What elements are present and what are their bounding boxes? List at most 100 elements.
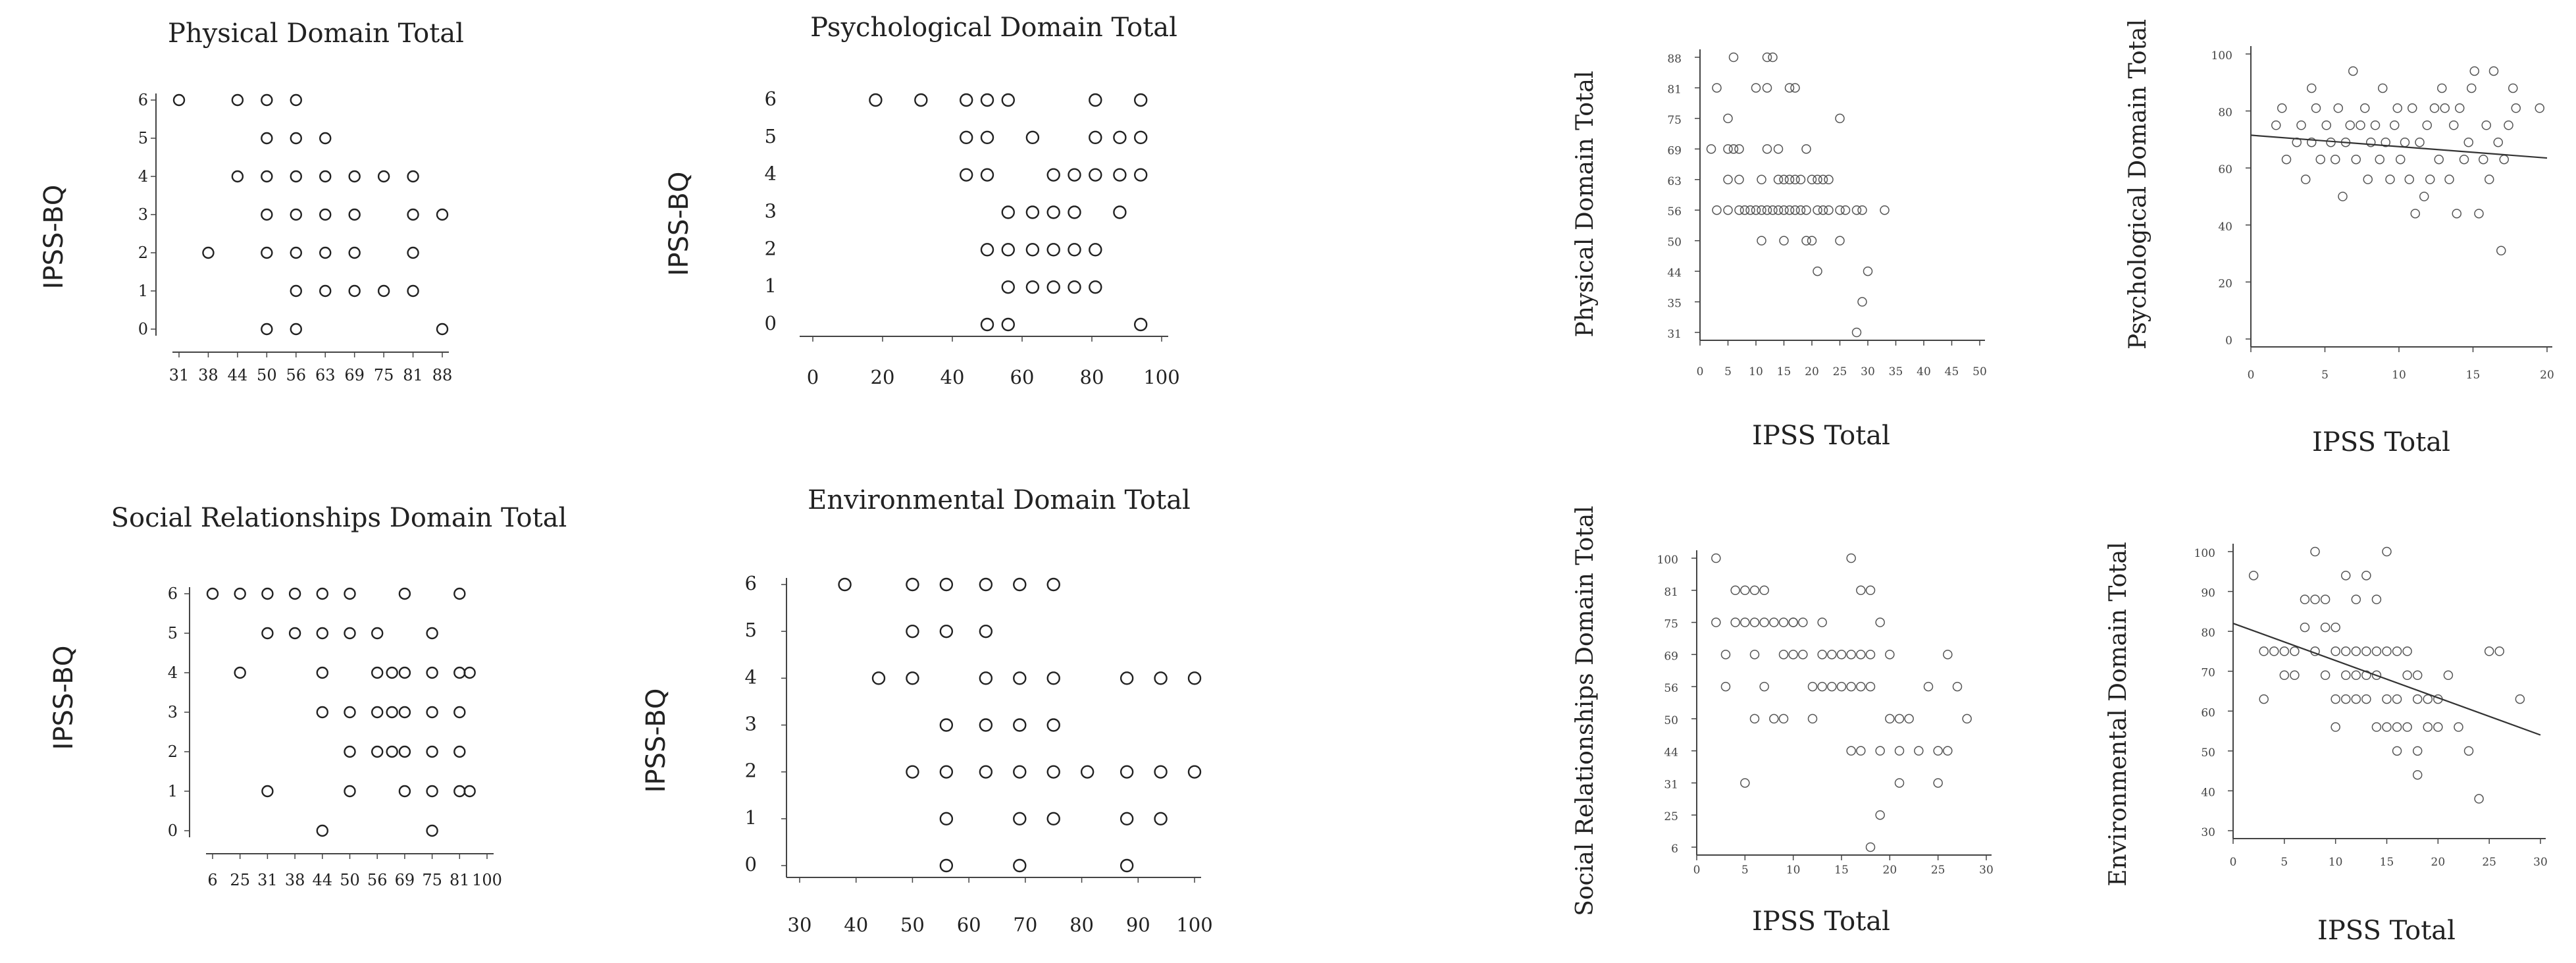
y-tick-label: 50 <box>1667 236 1682 249</box>
data-point <box>2440 103 2450 113</box>
data-point <box>1046 577 1060 592</box>
x-tick-label: 20 <box>1805 365 1819 378</box>
data-point <box>2300 622 2310 633</box>
x-axis-label: IPSS Total <box>2317 916 2456 946</box>
data-point <box>1840 205 1851 215</box>
data-point <box>2340 571 2351 581</box>
data-point <box>1089 168 1102 182</box>
x-tick-label: 10 <box>2392 369 2406 382</box>
data-point <box>261 208 273 221</box>
data-point <box>2360 103 2370 113</box>
data-point <box>2535 103 2544 113</box>
data-point <box>2423 694 2433 704</box>
data-point <box>1001 317 1016 332</box>
data-point <box>377 170 390 183</box>
data-point <box>1154 671 1168 685</box>
y-tick-label: 40 <box>2218 221 2232 234</box>
data-point <box>1894 778 1905 788</box>
data-point <box>1113 168 1127 182</box>
data-point <box>261 132 273 145</box>
y-tick-label: 6 <box>765 88 777 110</box>
data-point <box>1013 858 1027 873</box>
data-point <box>2326 137 2336 147</box>
y-tick-label: 5 <box>745 619 757 641</box>
data-point <box>1749 585 1760 596</box>
y-tick-label: 100 <box>2211 49 2232 63</box>
data-point <box>1798 650 1808 660</box>
data-point <box>2356 120 2365 130</box>
panel-ipss-vs-environmental: Environmental Domain Total IPSS Total 0 5 10… <box>2105 542 2548 946</box>
data-point <box>2396 154 2406 165</box>
data-point <box>1835 113 1845 124</box>
data-point <box>371 666 384 679</box>
x-tick-label: 20 <box>2540 369 2554 382</box>
data-point <box>1894 714 1905 724</box>
panel-social-relationships-domain: Social Relationships Domain Total IPSS-BQ… <box>49 503 567 889</box>
data-point <box>959 130 973 145</box>
x-tick-label: 69 <box>395 871 415 889</box>
data-point <box>1712 205 1722 215</box>
data-point <box>1962 714 1972 724</box>
data-point <box>290 246 302 259</box>
data-point <box>2269 646 2279 656</box>
x-tick-label: 30 <box>788 914 812 936</box>
data-point <box>1113 205 1127 219</box>
data-point <box>1875 617 1885 627</box>
y-tick-label: 3 <box>765 200 777 222</box>
data-point <box>1013 671 1027 685</box>
data-point <box>1933 778 1943 788</box>
data-point <box>386 745 398 758</box>
data-point <box>939 812 954 826</box>
x-tick-label: 25 <box>230 871 250 889</box>
x-tick-label: 44 <box>228 366 248 384</box>
y-tick-label: 70 <box>2201 667 2215 680</box>
y-tick-label: 80 <box>2201 627 2215 640</box>
data-point <box>2307 137 2317 147</box>
data-point <box>234 587 246 600</box>
data-point <box>1865 842 1876 852</box>
data-point <box>1856 585 1866 596</box>
data-point <box>316 627 328 640</box>
data-point <box>1187 765 1202 779</box>
data-point <box>1759 585 1769 596</box>
data-point <box>1773 174 1784 185</box>
data-point <box>2279 646 2290 656</box>
data-point <box>290 284 302 298</box>
data-point <box>1784 83 1795 93</box>
data-point <box>348 208 361 221</box>
data-point <box>2340 670 2351 681</box>
data-point <box>2290 670 2300 681</box>
data-point <box>1846 650 1856 660</box>
x-tick-label: 10 <box>1749 365 1763 378</box>
data-point <box>1046 168 1060 182</box>
data-point <box>1025 280 1040 294</box>
data-point <box>2351 594 2361 604</box>
data-point <box>979 624 993 638</box>
x-tick-label: 100 <box>1143 366 1179 388</box>
data-point <box>939 858 954 873</box>
data-point <box>463 785 476 798</box>
data-point <box>1813 205 1822 215</box>
data-point <box>906 577 919 592</box>
data-point <box>2496 246 2506 256</box>
y-axis-label: IPSS-BQ <box>641 689 671 793</box>
data-point <box>1817 681 1827 692</box>
data-point <box>453 706 466 719</box>
data-point <box>2315 154 2325 165</box>
data-point <box>290 323 302 336</box>
data-point <box>1827 681 1837 692</box>
data-point <box>2382 722 2392 732</box>
data-point <box>1790 174 1800 185</box>
data-point <box>1013 812 1027 826</box>
data-point <box>1778 714 1789 724</box>
x-axis-label: IPSS Total <box>2312 427 2450 457</box>
data-point <box>231 93 244 107</box>
data-point <box>1880 205 1890 215</box>
x-tick-label: 45 <box>1945 365 1959 378</box>
data-point <box>371 627 384 640</box>
data-point <box>1734 205 1744 215</box>
data-point <box>1046 765 1060 779</box>
data-point <box>2511 103 2521 113</box>
data-point <box>206 587 219 600</box>
y-tick-label: 40 <box>2201 786 2215 799</box>
